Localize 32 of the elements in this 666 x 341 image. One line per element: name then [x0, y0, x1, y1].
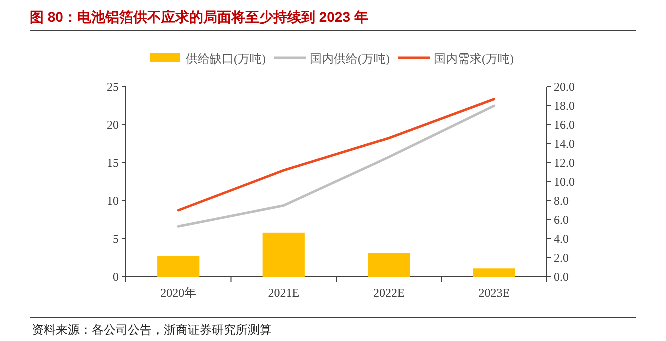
bar: [368, 253, 410, 277]
line-series: [177, 98, 496, 212]
y-tick-label: 25: [107, 80, 119, 94]
y2-tick-label: 20.0: [554, 80, 575, 94]
x-tick-label: 2023E: [478, 286, 510, 300]
text: 资料来源：各公司公告，浙商证券研究所测算: [32, 323, 272, 337]
legend-label: 国内需求(万吨): [434, 52, 514, 66]
bar: [158, 256, 200, 277]
y2-tick-label: 10.0: [554, 175, 575, 189]
y-tick-label: 20: [107, 118, 119, 132]
bar: [262, 232, 305, 277]
y2-tick-label: 8.0: [554, 194, 569, 208]
chart-title: 图 80：电池铝箔供不应求的局面将至少持续到 2023 年: [30, 9, 368, 25]
y2-tick-label: 12.0: [554, 156, 575, 170]
y2-tick-label: 4.0: [554, 232, 569, 246]
y-tick-label: 15: [107, 156, 119, 170]
legend-label: 国内供给(万吨): [310, 52, 390, 66]
y2-tick-label: 2.0: [554, 251, 569, 265]
bar: [473, 268, 516, 277]
y-tick-label: 0: [113, 270, 119, 284]
y2-tick-label: 16.0: [554, 118, 575, 132]
x-tick-label: 2020年: [160, 286, 197, 300]
legend-label: 供给缺口(万吨): [186, 52, 266, 66]
line-series: [177, 104, 496, 228]
x-tick-label: 2021E: [268, 286, 300, 300]
y-tick-label: 5: [113, 232, 119, 246]
x-tick-label: 2022E: [373, 286, 405, 300]
y2-tick-label: 6.0: [554, 213, 569, 227]
y-tick-label: 10: [107, 194, 119, 208]
y2-tick-label: 0.0: [554, 270, 569, 284]
y2-tick-label: 18.0: [554, 99, 575, 113]
y2-tick-label: 14.0: [554, 137, 575, 151]
